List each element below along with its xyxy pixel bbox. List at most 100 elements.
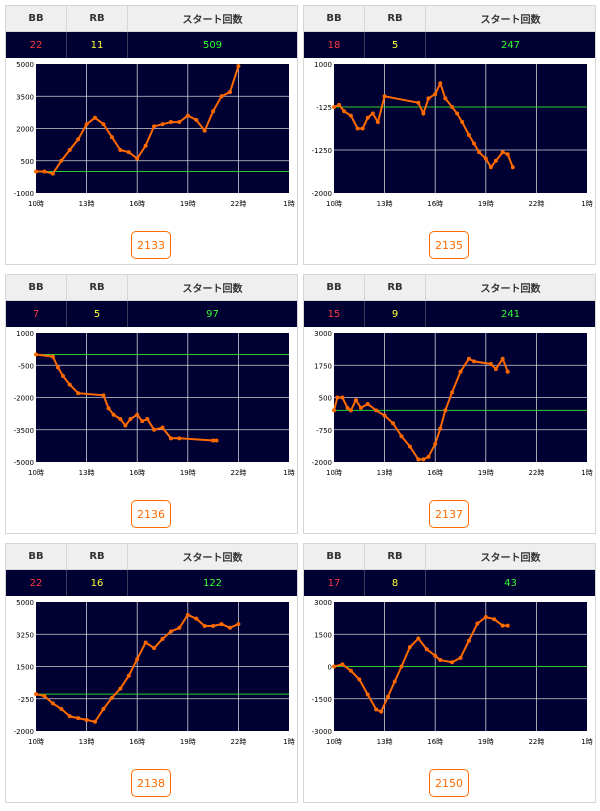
data-point xyxy=(152,427,157,432)
table-header: BB RB スタート回数 xyxy=(6,275,297,301)
x-tick-label: 13時 xyxy=(377,200,393,208)
data-point xyxy=(433,92,438,97)
data-point xyxy=(145,417,150,421)
data-point xyxy=(365,401,370,406)
y-tick-label: 5000 xyxy=(16,61,34,69)
machine-number-button[interactable]: 2133 xyxy=(131,231,171,259)
machine-number-button[interactable]: 2135 xyxy=(429,231,469,259)
y-tick-label: -3500 xyxy=(14,427,34,435)
data-point xyxy=(483,615,488,620)
data-point xyxy=(443,408,448,413)
data-point xyxy=(471,141,476,146)
start-count: 97 xyxy=(206,308,219,320)
x-tick-label: 19時 xyxy=(180,469,196,477)
data-point xyxy=(493,367,498,372)
data-point xyxy=(355,126,360,131)
data-point xyxy=(168,436,173,441)
data-point xyxy=(332,664,336,669)
x-tick-label: 22時 xyxy=(230,469,246,477)
data-point xyxy=(455,111,460,116)
x-tick-label: 10時 xyxy=(28,469,44,477)
table-header: BB RB スタート回数 xyxy=(304,6,595,32)
machine-number-button[interactable]: 2138 xyxy=(131,769,171,797)
bb-header: BB xyxy=(6,544,67,569)
machine-card: BB RB スタート回数 18 5 247 10時 13時 16時 19時 22時 1時 1… xyxy=(303,5,596,265)
data-point xyxy=(500,356,505,361)
data-point xyxy=(118,148,123,152)
bb-count: 18 xyxy=(304,32,365,58)
x-tick-label: 16時 xyxy=(129,738,145,746)
x-tick-label: 1時 xyxy=(581,738,592,746)
x-tick-label: 10時 xyxy=(28,200,44,208)
x-tick-label: 13時 xyxy=(377,469,393,477)
data-point xyxy=(340,662,345,667)
x-tick-label: 1時 xyxy=(283,738,294,746)
data-point xyxy=(109,135,114,140)
table-header: BB RB スタート回数 xyxy=(304,544,595,570)
machine-number-button[interactable]: 2137 xyxy=(429,500,469,528)
data-point xyxy=(433,441,438,446)
data-point xyxy=(385,694,390,699)
plot-area xyxy=(334,64,587,193)
value-row: 22 11 509 xyxy=(6,32,297,58)
data-point xyxy=(118,417,123,421)
x-tick-label: 19時 xyxy=(478,738,494,746)
x-tick-label: 22時 xyxy=(528,200,544,208)
y-tick-label: -2000 xyxy=(14,728,34,736)
y-tick-label: 0 xyxy=(328,664,332,672)
start-count: 241 xyxy=(500,308,521,320)
machine-number-button[interactable]: 2150 xyxy=(429,769,469,797)
x-tick-label: 19時 xyxy=(180,738,196,746)
data-point xyxy=(111,412,116,417)
x-tick-label: 22時 xyxy=(528,469,544,477)
data-point xyxy=(101,706,106,711)
data-point xyxy=(135,156,140,161)
data-point xyxy=(443,96,448,101)
data-point xyxy=(106,406,111,411)
data-point xyxy=(152,646,157,651)
data-point xyxy=(466,356,471,361)
data-point xyxy=(426,96,431,101)
y-tick-label: 1000 xyxy=(314,61,332,69)
data-point xyxy=(118,686,123,691)
bb-count: 22 xyxy=(6,32,67,58)
y-tick-label: -250 xyxy=(18,696,34,704)
data-point xyxy=(143,640,148,645)
machine-number-button[interactable]: 2136 xyxy=(131,500,171,528)
data-point xyxy=(407,444,412,449)
data-point xyxy=(128,417,133,421)
data-point xyxy=(211,109,216,114)
data-point xyxy=(177,625,182,630)
machine-card: BB RB スタート回数 7 5 97 10時 13時 16時 19時 22時 1時 100… xyxy=(5,274,298,534)
bb-header: BB xyxy=(6,275,67,300)
table-header: BB RB スタート回数 xyxy=(6,6,297,32)
data-point xyxy=(67,382,72,387)
machine-card: BB RB スタート回数 22 11 509 10時 13時 16時 19時 22時 1時… xyxy=(5,5,298,265)
rb-count: 5 xyxy=(67,301,128,327)
data-point xyxy=(500,150,505,155)
rb-header: RB xyxy=(365,275,426,300)
data-point xyxy=(135,657,140,662)
data-point xyxy=(505,369,510,374)
y-tick-label: -2000 xyxy=(312,190,332,198)
data-point xyxy=(34,169,38,174)
slump-chart: 10時 13時 16時 19時 22時 1時 1000 -500 -2000 -3500 -5000 xyxy=(14,330,295,477)
slump-chart: 10時 13時 16時 19時 22時 1時 1000 -125 -1250 -2000 xyxy=(312,61,593,208)
data-point xyxy=(475,621,480,626)
data-point xyxy=(194,616,199,621)
data-point xyxy=(55,365,60,370)
data-point xyxy=(219,94,224,99)
data-point xyxy=(50,701,55,706)
data-point xyxy=(450,390,455,395)
y-tick-label: -1000 xyxy=(14,190,34,198)
x-tick-label: 10時 xyxy=(28,738,44,746)
y-tick-label: -1250 xyxy=(312,147,332,155)
data-point xyxy=(135,412,140,417)
data-point xyxy=(424,647,429,652)
data-point xyxy=(50,171,55,176)
data-point xyxy=(488,165,493,170)
data-point xyxy=(160,122,165,127)
data-point xyxy=(185,612,190,617)
start-count: 43 xyxy=(504,577,517,589)
